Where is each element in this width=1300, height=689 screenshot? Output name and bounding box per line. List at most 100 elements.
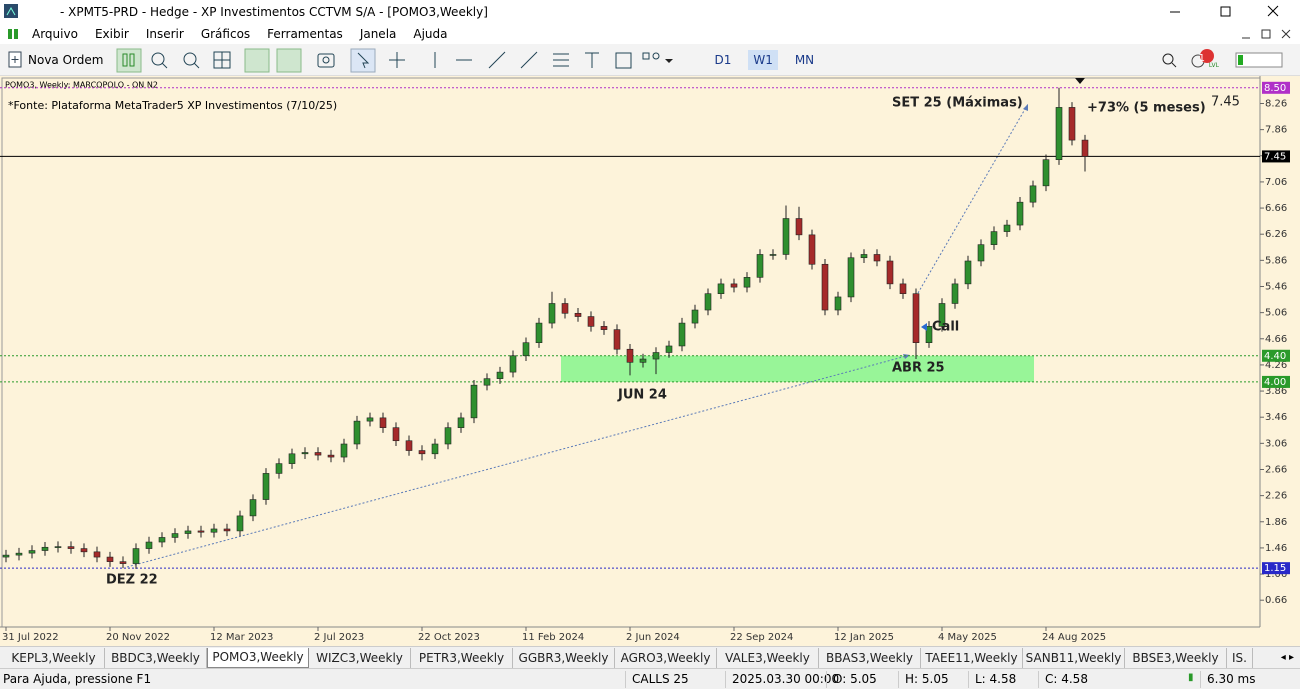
candle-body <box>470 384 478 419</box>
y-tick-label: 3.06 <box>1265 438 1287 449</box>
candle-body <box>561 303 569 314</box>
candle-body <box>821 263 829 311</box>
candle-body <box>444 427 452 445</box>
menu-item[interactable]: Janela <box>359 27 397 41</box>
y-tick-label: 7.86 <box>1265 125 1287 136</box>
x-tick-label: 12 Mar 2023 <box>210 632 273 643</box>
annotation: +73% (5 meses) <box>1087 101 1206 116</box>
candle-body <box>977 244 985 262</box>
y-tick-label: 7.06 <box>1265 177 1287 188</box>
candle-body <box>54 546 62 548</box>
candle-body <box>1081 139 1089 157</box>
x-tick-label: 22 Sep 2024 <box>730 632 793 643</box>
y-tick-label: 4.26 <box>1265 360 1287 371</box>
candle-body <box>717 283 725 294</box>
y-tick-label: 6.66 <box>1265 203 1287 214</box>
y-tick-label: 6.26 <box>1265 229 1287 240</box>
tab-scroll[interactable]: ◂ ▸ <box>1280 652 1294 663</box>
tool-icons[interactable] <box>113 45 703 75</box>
candle-body <box>340 443 348 458</box>
status-bar: Para Ajuda, pressione F1 CALLS 25 2025.03.… <box>0 668 1300 689</box>
menu-item[interactable]: Arquivo <box>32 27 78 41</box>
candle-body <box>925 326 933 343</box>
chart-tab[interactable]: IS. <box>1227 647 1253 668</box>
window-title: - XPMT5-PRD - Hedge - XP Investimentos C… <box>60 5 488 19</box>
new-order-icon[interactable] <box>6 45 24 75</box>
candle-body <box>236 515 244 532</box>
mdi-controls[interactable] <box>1236 24 1296 44</box>
candle-body <box>80 548 88 553</box>
candle-body <box>223 528 231 532</box>
level-label: 4.00 <box>1264 377 1286 388</box>
y-tick-label: 5.06 <box>1265 308 1287 319</box>
candle-body <box>535 322 543 343</box>
chart-tab[interactable]: WIZC3,Weekly <box>309 647 411 668</box>
new-order[interactable]: Nova Ordem <box>28 52 104 67</box>
candle-body <box>366 417 374 422</box>
status-field: L: 4.58 <box>975 672 1017 686</box>
right-tools[interactable] <box>1156 45 1296 75</box>
toolbar: Nova Ordem D1 W1 MN 1 LVL <box>0 44 1300 76</box>
timeframe-button[interactable]: D1 <box>714 52 732 67</box>
y-tick-label: 1.46 <box>1265 543 1287 554</box>
candle-body <box>912 293 920 343</box>
candle-body <box>483 378 491 386</box>
annotation: ABR 25 <box>892 361 945 376</box>
chart-tab[interactable]: BBAS3,Weekly <box>819 647 921 668</box>
chart-tab[interactable]: POMO3,Weekly <box>207 647 309 668</box>
title-bar: - XPMT5-PRD - Hedge - XP Investimentos C… <box>0 0 1300 24</box>
candle-body <box>1003 224 1011 232</box>
candle-body <box>873 254 881 262</box>
candle-body <box>886 260 894 285</box>
y-tick-label: 8.26 <box>1265 98 1287 109</box>
level-label-bg <box>1262 562 1290 575</box>
menu-item[interactable]: Inserir <box>145 27 184 41</box>
candle-body <box>15 552 23 556</box>
candle-body <box>691 309 699 324</box>
chart-tab[interactable]: BBDC3,Weekly <box>105 647 207 668</box>
candle-body <box>743 277 751 288</box>
candle-body <box>405 440 413 451</box>
chart-tab[interactable]: KEPL3,Weekly <box>3 647 105 668</box>
timeframe-button[interactable]: MN <box>794 52 815 67</box>
status-separator <box>625 671 626 688</box>
menu-item[interactable]: Exibir <box>94 27 129 41</box>
chart-tab[interactable]: TAEE11,Weekly <box>921 647 1023 668</box>
chart-tab[interactable]: AGRO3,Weekly <box>615 647 717 668</box>
app-icon <box>4 4 18 18</box>
menu-item[interactable]: Ajuda <box>413 27 448 41</box>
chart-tab[interactable]: BBSE3,Weekly <box>1125 647 1227 668</box>
candle-body <box>704 293 712 311</box>
chart-tab[interactable]: VALE3,Weekly <box>717 647 819 668</box>
candle-body <box>951 283 959 304</box>
candle-body <box>509 355 517 373</box>
candle-body <box>145 541 153 549</box>
candle-body <box>496 371 504 379</box>
status-separator <box>1038 671 1039 688</box>
chart-tab[interactable]: SANB11,Weekly <box>1023 647 1125 668</box>
candle-body <box>314 452 322 456</box>
chart-tab[interactable]: GGBR3,Weekly <box>513 647 615 668</box>
call-arrow <box>921 323 927 331</box>
timeframe-button[interactable]: W1 <box>748 49 778 70</box>
candle-body <box>613 329 621 350</box>
x-tick-label: 31 Jul 2022 <box>2 632 59 643</box>
candle-body <box>184 530 192 534</box>
window-controls[interactable] <box>1160 0 1300 24</box>
menu-item[interactable]: Gráficos <box>200 27 251 41</box>
candle-body <box>522 342 530 357</box>
chart-tab[interactable]: PETR3,Weekly <box>411 647 513 668</box>
candle-body <box>964 260 972 285</box>
candle-body <box>834 296 842 311</box>
y-tick-label: 4.66 <box>1265 334 1287 345</box>
menu-item[interactable]: Ferramentas <box>267 27 343 41</box>
status-separator <box>826 671 827 688</box>
lvl-label: LVL <box>1208 62 1219 69</box>
candle-body <box>795 218 803 236</box>
notification-badge: 1 <box>1198 53 1205 64</box>
candle-body <box>1068 107 1076 141</box>
candle-body <box>990 231 998 245</box>
candle-body <box>197 530 205 533</box>
menu-bar: Arquivo Exibir Inserir Gráficos Ferramentas J… <box>0 24 1300 44</box>
